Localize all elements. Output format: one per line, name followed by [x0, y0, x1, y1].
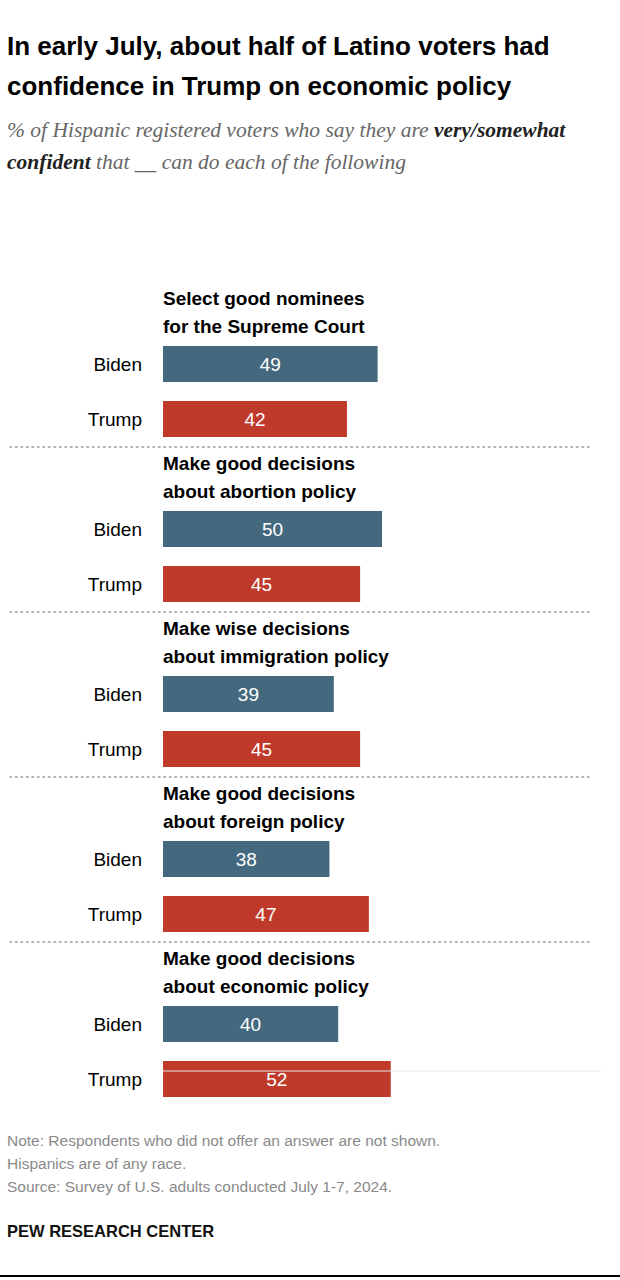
- notes: Note: Respondents who did not offer an a…: [7, 1129, 607, 1198]
- series-label: Biden: [93, 684, 142, 705]
- bar: [163, 841, 329, 877]
- data-label: 39: [238, 684, 259, 705]
- title: In early July, about half of Latino vote…: [7, 26, 607, 106]
- category-label: Make good decisionsabout foreign policy: [163, 783, 355, 832]
- bar: [163, 676, 334, 712]
- data-label: 50: [262, 519, 283, 540]
- subtitle: % of Hispanic registered voters who say …: [7, 114, 582, 178]
- series-label: Trump: [88, 739, 142, 760]
- bar: [163, 896, 369, 932]
- divider: [10, 776, 590, 778]
- bottom-rule: [0, 1275, 620, 1277]
- note: Note: Respondents who did not offer an a…: [7, 1129, 607, 1152]
- series-label: Trump: [88, 574, 142, 595]
- bar: [163, 346, 378, 382]
- chart: Select good nomineesfor the Supreme Cour…: [0, 0, 620, 1280]
- series-label: Trump: [88, 409, 142, 430]
- category-label: Select good nomineesfor the Supreme Cour…: [163, 288, 365, 337]
- divider: [10, 446, 590, 448]
- data-label: 40: [240, 1014, 261, 1035]
- series-label: Biden: [93, 519, 142, 540]
- subtitle-part: that __ can do each of the following: [91, 150, 406, 174]
- category-label: Make good decisionsabout economic policy: [163, 948, 369, 997]
- data-label: 47: [255, 904, 276, 925]
- bar: [163, 731, 360, 767]
- data-label: 49: [260, 354, 281, 375]
- credit: PEW RESEARCH CENTER: [7, 1222, 214, 1241]
- divider: [10, 611, 590, 613]
- bar: [163, 1006, 338, 1042]
- category-label: Make good decisionsabout abortion policy: [163, 453, 357, 502]
- data-label: 45: [251, 574, 272, 595]
- data-label: 38: [236, 849, 257, 870]
- series-label: Biden: [93, 1014, 142, 1035]
- subtitle-part: % of Hispanic registered voters who say …: [7, 118, 434, 142]
- data-label: 42: [244, 409, 265, 430]
- series-label: Biden: [93, 849, 142, 870]
- category-label: Make wise decisionsabout immigration pol…: [163, 618, 389, 667]
- series-label: Biden: [93, 354, 142, 375]
- labels: Select good nomineesfor the Supreme Cour…: [88, 288, 390, 1090]
- bars: [163, 346, 391, 1097]
- divider: [10, 941, 590, 943]
- note: Hispanics are of any race.: [7, 1152, 607, 1175]
- bar: [163, 511, 382, 547]
- header: In early July, about half of Latino vote…: [7, 26, 607, 178]
- bar: [163, 566, 360, 602]
- bar: [163, 401, 347, 437]
- note: Source: Survey of U.S. adults conducted …: [7, 1175, 607, 1198]
- data-label: 52: [266, 1069, 287, 1090]
- x-axis-line: [163, 1071, 601, 1072]
- series-label: Trump: [88, 1069, 142, 1090]
- series-label: Trump: [88, 904, 142, 925]
- bar: [163, 1061, 391, 1097]
- data-label: 45: [251, 739, 272, 760]
